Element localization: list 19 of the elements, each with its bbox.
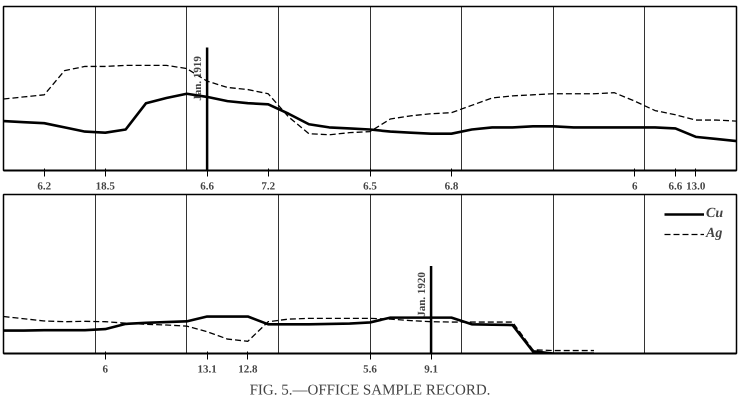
x-tick-label: 5.6: [363, 364, 378, 376]
ref-line-label: Jan. 1919: [192, 56, 204, 101]
x-tick-label: 13.1: [197, 364, 217, 376]
x-tick-label: 12.8: [238, 364, 258, 376]
text: FIG. 5.—OFFICE SAMPLE RECORD.: [250, 382, 490, 398]
x-tick-label: 6.8: [444, 180, 459, 192]
x-tick-label: 9.1: [424, 364, 438, 376]
x-tick-label: 6.6: [668, 180, 683, 192]
x-tick-label: 6.5: [363, 180, 378, 192]
legend-label: Ag: [706, 226, 724, 242]
x-tick-label: 6: [102, 364, 109, 376]
x-tick-label: 13.0: [686, 180, 706, 192]
x-tick-label: 6: [632, 180, 638, 192]
x-tick-label: 18.5: [96, 180, 116, 192]
x-tick-label: 6.2: [37, 180, 52, 192]
x-tick-label: 7.2: [261, 180, 276, 192]
x-tick-label: 6.6: [200, 180, 214, 192]
ref-line-label: Jan. 1920: [416, 272, 428, 317]
legend-label: Cu: [706, 206, 724, 222]
